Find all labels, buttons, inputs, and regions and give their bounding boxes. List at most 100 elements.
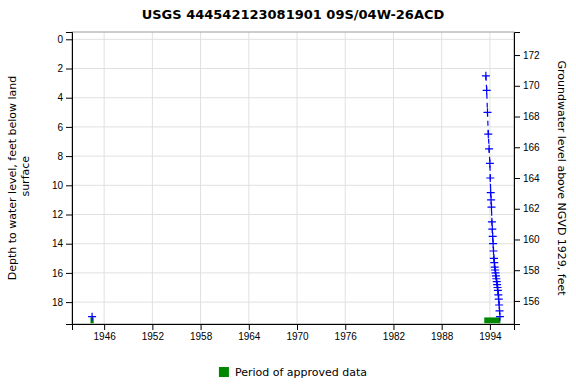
marker [489, 232, 497, 240]
tick-mark [66, 98, 72, 99]
marker [486, 174, 494, 182]
tick-label: 1958 [190, 331, 213, 342]
tick-mark [393, 324, 394, 330]
tick-mark [66, 215, 72, 216]
tick-mark [249, 324, 250, 330]
tick-mark [514, 147, 520, 148]
tick-label: 1988 [431, 331, 454, 342]
tick-label: 2 [57, 63, 63, 74]
tick-mark [514, 209, 520, 210]
tick: 156 [514, 296, 540, 307]
tick: 14 [52, 238, 72, 249]
grid-line [441, 32, 442, 324]
chart: 1946195219581964197019761982198819940246… [0, 0, 576, 384]
tick-mark [66, 127, 72, 128]
tick-mark [66, 156, 72, 157]
marker [490, 247, 498, 255]
tick-label: 10 [52, 180, 64, 191]
y-axis: 0 2 4 6 8 10 12 14 16 18 [52, 33, 73, 325]
title: USGS 444542123081901 09S/04W-26ACD [142, 7, 445, 22]
marker [483, 108, 491, 116]
tick-mark [514, 117, 520, 118]
tick: 170 [514, 80, 540, 91]
grid-line [393, 32, 394, 324]
tick: 168 [514, 111, 540, 122]
tick: 8 [57, 151, 72, 162]
tick-label: 4 [57, 92, 63, 103]
tick-label: 1982 [383, 331, 406, 342]
tick-mark [152, 324, 153, 330]
grid-line [72, 185, 514, 186]
tick-label: 14 [52, 238, 64, 249]
tick-mark [66, 244, 72, 245]
grid-line [72, 39, 514, 40]
y-axis-label: Depth to water level, feet below land su… [6, 76, 32, 281]
tick-label: 18 [52, 297, 64, 308]
tick-mark [514, 301, 520, 302]
tick: 172 [514, 50, 540, 61]
tick: 1988 [431, 324, 454, 342]
tick: 2 [57, 63, 72, 74]
tick-label: 1970 [286, 331, 309, 342]
grid [72, 32, 514, 324]
axis-domain [515, 33, 521, 325]
tick: 1976 [335, 324, 358, 342]
legend-label: Period of approved data [235, 366, 367, 379]
tick-mark [514, 178, 520, 179]
tick-mark [66, 39, 72, 40]
tick-mark [490, 324, 491, 330]
tick: 1982 [383, 324, 406, 342]
tick-mark [66, 69, 72, 70]
marker [88, 313, 96, 321]
tick-label: 1964 [238, 331, 261, 342]
legend: Period of approved data [219, 366, 367, 379]
tick-label: 164 [523, 173, 540, 184]
tick-label: 8 [57, 151, 63, 162]
tick-label: 168 [523, 111, 540, 122]
tick-mark [345, 324, 346, 330]
tick-label: 166 [523, 142, 540, 153]
axis-domain [73, 325, 515, 331]
tick-label: 158 [523, 265, 540, 276]
tick: 18 [52, 297, 72, 308]
tick-label: 1952 [142, 331, 165, 342]
grid-line [72, 214, 514, 215]
tick-mark [66, 302, 72, 303]
tick: 1958 [190, 324, 213, 342]
tick: 16 [52, 268, 72, 279]
tick-label: 156 [523, 296, 540, 307]
y2-axis-label: Groundwater level above NGVD 1929, feet [555, 60, 568, 296]
tick: 6 [57, 122, 72, 133]
tick: 0 [57, 34, 72, 45]
tick-label: 12 [52, 209, 64, 220]
x-axis: 194619521958196419701976198219881994 [73, 324, 515, 342]
plot-frame [72, 32, 514, 324]
marker [485, 145, 493, 153]
tick-label: 6 [57, 122, 63, 133]
tick-mark [104, 324, 105, 330]
tick-mark [201, 324, 202, 330]
tick-label: 16 [52, 268, 64, 279]
grid-line [72, 156, 514, 157]
tick-mark [514, 86, 520, 87]
tick-mark [514, 270, 520, 271]
tick: 12 [52, 209, 72, 220]
grid-line [104, 32, 105, 324]
marker [483, 86, 491, 94]
tick-label: 170 [523, 80, 540, 91]
tick: 4 [57, 92, 72, 103]
tick: 166 [514, 142, 540, 153]
tick-label: 162 [523, 203, 540, 214]
legend-swatch [219, 367, 229, 377]
tick: 1952 [142, 324, 165, 342]
tick-mark [66, 273, 72, 274]
tick-label: 1994 [479, 331, 502, 342]
tick: 10 [52, 180, 72, 191]
grid-line [72, 272, 514, 273]
grid-line [248, 32, 249, 324]
grid-line [72, 126, 514, 127]
grid-line [72, 302, 514, 303]
marker [487, 196, 495, 204]
tick-mark [66, 185, 72, 186]
tick: 164 [514, 173, 540, 184]
